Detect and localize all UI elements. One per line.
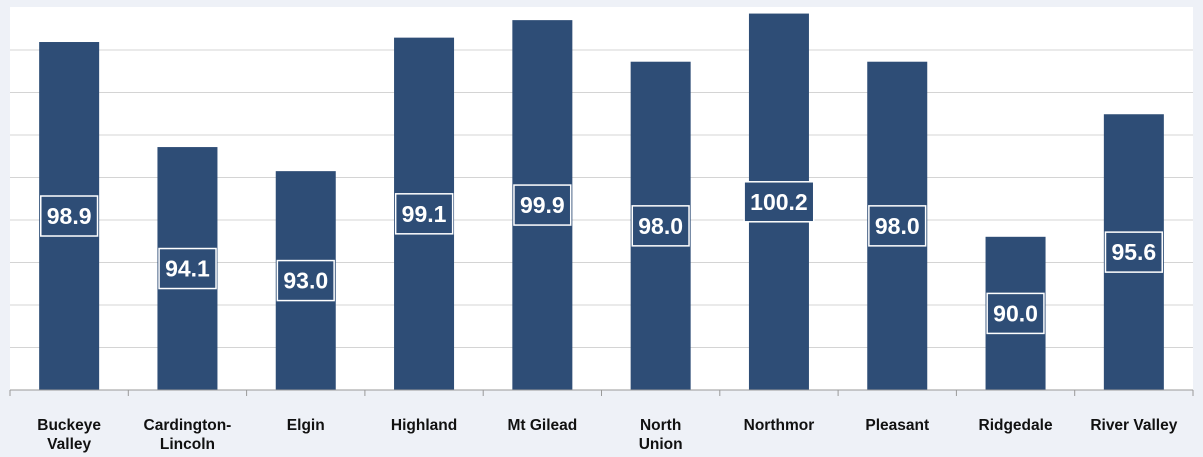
data-label: 99.9 xyxy=(513,184,572,226)
data-label: 98.0 xyxy=(868,205,927,247)
data-label-box xyxy=(40,195,99,237)
data-label-text: 99.9 xyxy=(520,192,565,218)
data-label: 98.9 xyxy=(40,195,99,237)
x-axis: Buckeye Valley Cardington- Lincoln Elgin High… xyxy=(9,389,1194,453)
x-tick-label: Cardington- xyxy=(144,417,232,434)
data-label-text: 93.0 xyxy=(283,268,328,294)
x-tick-label: Mt Gilead xyxy=(507,417,577,434)
data-labels: 98.9 94.1 93.0 99.1 99.9 98.0 100.2 98.0 90.0 95.… xyxy=(40,181,1163,335)
data-label-text: 98.0 xyxy=(638,213,683,239)
data-label: 94.1 xyxy=(158,247,217,290)
x-tick-label: River Valley xyxy=(1090,417,1177,434)
data-label-box xyxy=(868,205,927,247)
data-label-text: 90.0 xyxy=(993,300,1038,326)
x-tick-label: Elgin xyxy=(287,417,325,434)
x-tick-label: North xyxy=(640,417,681,434)
data-label-text: 100.2 xyxy=(750,189,808,215)
data-label: 98.0 xyxy=(631,205,690,247)
data-label-text: 94.1 xyxy=(165,256,210,282)
data-label-box xyxy=(513,184,572,226)
data-label-text: 98.0 xyxy=(875,213,920,239)
x-tick-label: Pleasant xyxy=(865,417,929,434)
x-tick-label: Lincoln xyxy=(160,436,215,453)
x-tick-label: Valley xyxy=(47,436,91,453)
x-tick-label: Union xyxy=(639,436,683,453)
data-label: 90.0 xyxy=(986,292,1045,335)
x-tick-label: Ridgedale xyxy=(979,417,1053,434)
data-label-box xyxy=(631,205,690,247)
data-label: 95.6 xyxy=(1104,231,1163,273)
data-label-box xyxy=(276,259,335,302)
x-tick-label: Buckeye xyxy=(37,417,101,434)
data-label-box xyxy=(394,193,454,235)
data-label-box xyxy=(743,181,815,223)
data-label-box xyxy=(986,292,1045,335)
data-label-text: 98.9 xyxy=(47,203,92,229)
data-label-box xyxy=(158,247,217,290)
data-label-box xyxy=(1104,231,1163,273)
x-tick-label: Highland xyxy=(391,417,457,434)
data-label-text: 95.6 xyxy=(1111,239,1156,265)
data-label: 99.1 xyxy=(394,193,454,235)
x-tick-label: Northmor xyxy=(744,417,815,434)
data-label: 100.2 xyxy=(743,181,815,223)
data-label-text: 99.1 xyxy=(402,201,447,227)
data-label: 93.0 xyxy=(276,259,335,302)
